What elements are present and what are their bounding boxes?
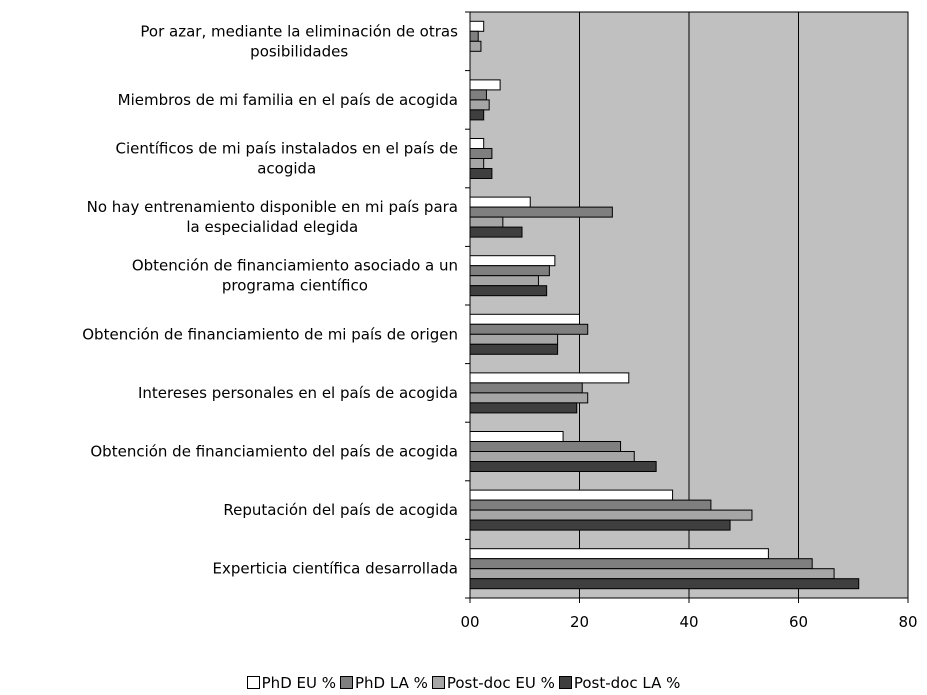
category-labels: Por azar, mediante la eliminación de otr…: [82, 22, 458, 577]
legend-label: PhD EU %: [261, 674, 336, 692]
bar: [469, 79, 501, 91]
bar: [469, 109, 485, 121]
bar: [469, 402, 578, 414]
bar: [469, 148, 493, 159]
legend-item: PhD EU %: [246, 674, 336, 692]
x-axis: 00 20 40 60 80: [460, 11, 918, 631]
bar: [469, 206, 613, 218]
category-label-line: No hay entrenamiento disponible en mi pa…: [87, 198, 458, 216]
bar: [469, 30, 479, 42]
bar: [469, 509, 753, 521]
legend-item: PhD LA %: [340, 674, 428, 692]
legend-label: Post-doc EU %: [446, 674, 555, 692]
legend-label: PhD LA %: [355, 674, 428, 692]
bar: [469, 285, 548, 297]
legend-label: Post-doc LA %: [573, 674, 681, 692]
x-tick-label: 00: [460, 613, 479, 631]
bar: [469, 392, 589, 404]
legend-swatch: [431, 676, 445, 689]
x-tick-label: 60: [789, 613, 808, 631]
bar: [469, 519, 731, 531]
category-label-line: Científicos de mi país instalados en el …: [116, 140, 459, 158]
bar: [469, 451, 635, 462]
bar: [469, 548, 769, 560]
category-label-line: Intereses personales en el país de acogi…: [138, 384, 458, 402]
bar: [469, 499, 712, 511]
category-label-line: acogida: [257, 160, 316, 178]
category-label-line: Por azar, mediante la eliminación de otr…: [140, 22, 458, 40]
bar: [469, 168, 493, 179]
category-label: Experticia científica desarrollada: [213, 560, 458, 578]
x-tick-label: 20: [570, 613, 589, 631]
legend-item: Post-doc EU %: [431, 674, 555, 692]
bar: [469, 441, 622, 452]
bar: [469, 578, 860, 590]
bar: [469, 323, 589, 335]
bar: [469, 40, 482, 52]
category-label: Intereses personales en el país de acogi…: [138, 384, 458, 402]
bar: [469, 431, 564, 442]
category-label-line: la especialidad elegida: [186, 218, 358, 236]
category-label: Obtención de financiamiento del país de …: [90, 443, 458, 461]
legend-swatch: [246, 676, 260, 689]
bar: [469, 158, 485, 169]
bars: [469, 20, 860, 590]
bar: [469, 20, 485, 32]
category-label: Por azar, mediante la eliminación de otr…: [140, 22, 458, 60]
category-label: No hay entrenamiento disponible en mi pa…: [87, 198, 458, 236]
x-tick-label: 40: [679, 613, 698, 631]
category-label-line: Obtención de financiamiento del país de …: [90, 443, 458, 461]
bar: [469, 461, 657, 472]
category-label: Reputación del país de acogida: [223, 501, 458, 519]
category-label: Científicos de mi país instalados en el …: [116, 140, 459, 178]
bar: [469, 196, 531, 208]
legend-item: Post-doc LA %: [558, 674, 681, 692]
category-label-line: Obtención de financiamiento asociado a u…: [132, 257, 458, 275]
category-label-line: Experticia científica desarrollada: [213, 560, 458, 578]
category-label: Obtención de financiamiento de mi país d…: [82, 325, 458, 343]
bar: [469, 216, 504, 228]
bar: [469, 568, 835, 580]
category-label: Miembros de mi familia en el país de aco…: [118, 91, 458, 109]
bar: [469, 313, 580, 325]
bar: [469, 333, 559, 345]
legend: PhD EU % PhD LA % Post-doc EU % Post-doc LA…: [0, 674, 927, 692]
bar: [469, 275, 539, 287]
bar: [469, 489, 674, 501]
legend-swatch: [340, 676, 353, 689]
bar: [469, 382, 583, 394]
category-label-line: programa científico: [222, 277, 368, 295]
bar: [469, 226, 523, 238]
chart: Por azar, mediante la eliminación de otr…: [82, 11, 918, 631]
bar: [469, 255, 556, 267]
bar: [469, 138, 485, 149]
legend-swatch: [558, 676, 572, 689]
bar: [469, 558, 813, 570]
category-label-line: Miembros de mi familia en el país de aco…: [118, 91, 458, 109]
bar: [469, 99, 490, 111]
bar: [469, 89, 487, 101]
bar: [469, 265, 550, 277]
bar: [469, 372, 630, 384]
bar: [469, 343, 559, 355]
category-label: Obtención de financiamiento asociado a u…: [132, 257, 458, 295]
category-label-line: Obtención de financiamiento de mi país d…: [82, 325, 458, 343]
x-tick-label: 80: [898, 613, 917, 631]
category-label-line: posibilidades: [250, 42, 348, 60]
category-label-line: Reputación del país de acogida: [223, 501, 458, 519]
